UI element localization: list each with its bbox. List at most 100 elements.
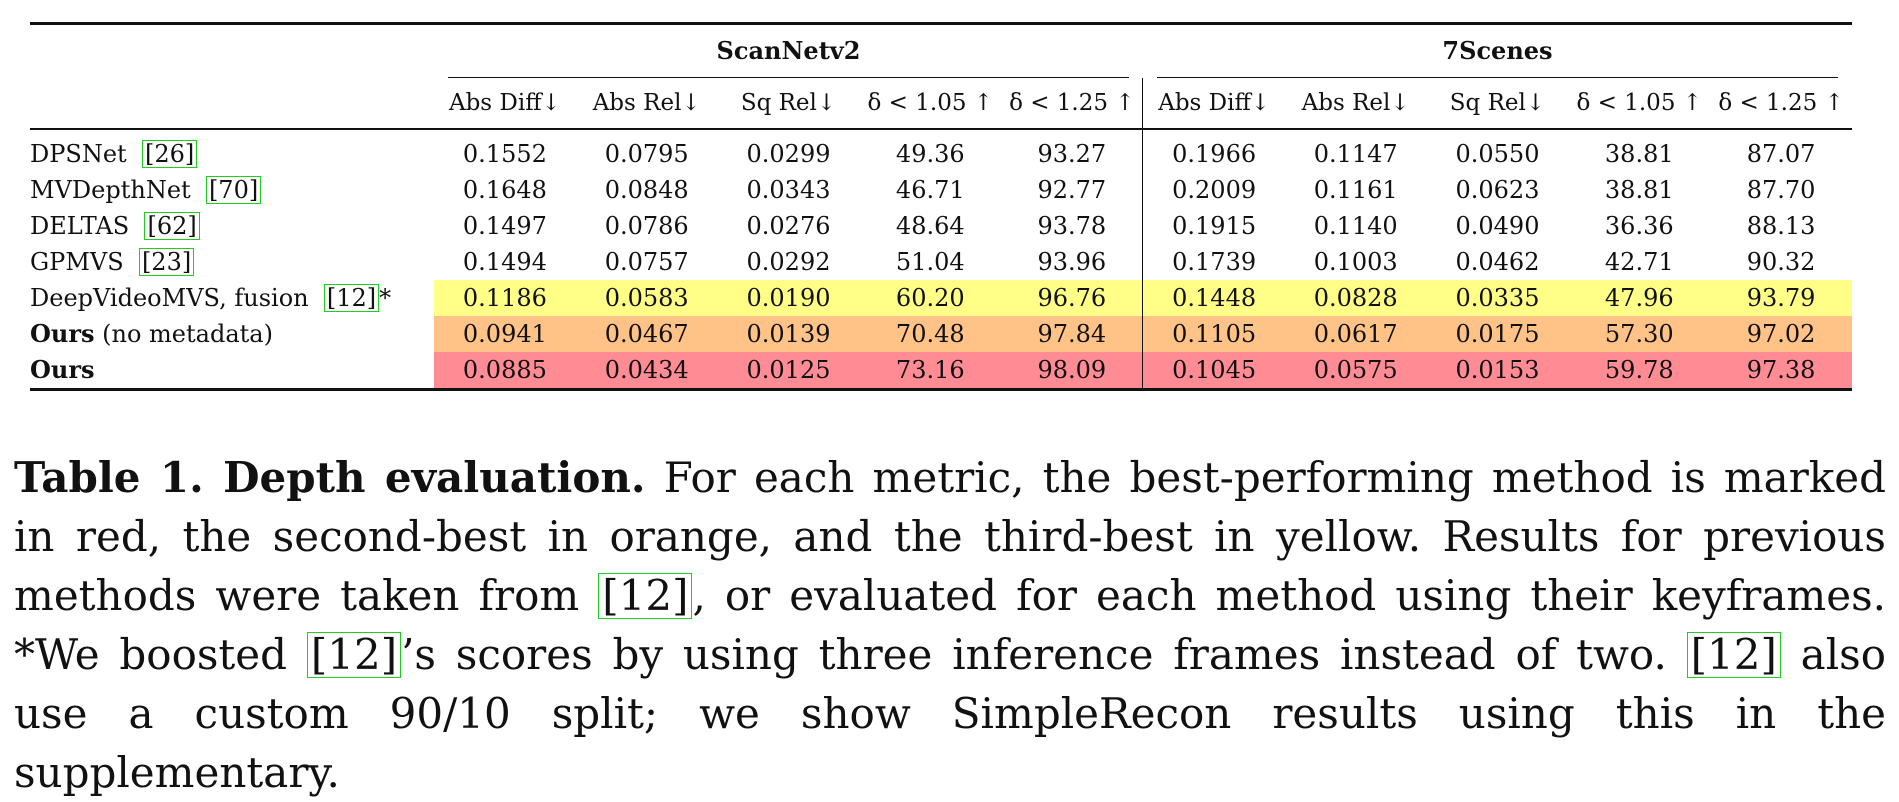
metric-value-cell: 0.1186 (434, 280, 576, 316)
group-header-row: ScanNetv2 7Scenes (30, 25, 1852, 77)
metric-value-cell: 59.78 (1568, 352, 1711, 390)
metric-value-cell: 97.02 (1710, 316, 1852, 352)
metric-value-cell: 87.07 (1746, 140, 1816, 168)
metric-value-cell: 0.0139 (717, 316, 860, 352)
metric-value-cell: 38.81 (1604, 140, 1674, 168)
caption-text: , or evaluated for each method using the… (14, 571, 1886, 679)
method-name: Ours (30, 319, 95, 348)
metric-value-cell: 0.0343 (746, 176, 831, 204)
metric-value-cell: 0.1648 (462, 176, 547, 204)
col-header-abs-diff: Abs Diff↓ (1158, 90, 1271, 116)
method-name: DELTAS (30, 212, 130, 240)
caption-title: Table 1. Depth evaluation. (14, 453, 646, 502)
metric-value-cell: 0.0292 (746, 248, 831, 276)
metric-value-cell: 92.77 (1001, 172, 1144, 208)
metric-value-cell: 0.0276 (746, 212, 831, 240)
method-name-cell: DPSNet [26] (30, 130, 434, 172)
table-row: DELTAS [62] 0.1497 0.0786 0.0276 48.64 93.78 0… (30, 208, 1852, 244)
col-header-sq-rel: Sq Rel↓ (1449, 90, 1546, 116)
metric-value-cell: 0.0575 (1284, 352, 1427, 390)
metric-value-cell: 88.13 (1746, 212, 1816, 240)
group-label-7scenes: 7Scenes (1442, 36, 1553, 65)
metric-value-cell: 0.0786 (604, 212, 689, 240)
method-name-cell: DELTAS [62] (30, 208, 434, 244)
citation-link[interactable]: [12] (1686, 632, 1781, 678)
group-label-scannetv2: ScanNetv2 (716, 36, 861, 65)
citation-link[interactable]: [12] (306, 632, 402, 678)
metric-value-cell: 93.79 (1710, 280, 1852, 316)
metric-value-cell: 0.1497 (462, 212, 547, 240)
col-header-delta-105: δ < 1.05 ↑ (867, 90, 994, 116)
metric-value-cell: 0.0125 (717, 352, 860, 390)
method-name: DeepVideoMVS, fusion (30, 284, 309, 312)
caption-text: For each metric, the best-performing met… (14, 453, 1886, 620)
method-name-cell: GPMVS [23] (30, 244, 434, 280)
table-caption: Table 1. Depth evaluation. For each metr… (14, 448, 1886, 802)
metric-value-cell: 0.0299 (746, 140, 831, 168)
metric-value-cell: 47.96 (1568, 280, 1711, 316)
citation-link[interactable]: [12] (323, 284, 380, 312)
metric-value-cell: 42.71 (1604, 248, 1674, 276)
col-header-sq-rel: Sq Rel↓ (740, 90, 837, 116)
metric-value-cell: 0.1161 (1313, 176, 1398, 204)
metric-value-cell: 87.70 (1746, 176, 1816, 204)
metric-value-cell: 0.1448 (1142, 280, 1285, 316)
metric-value-cell: 0.1915 (1172, 212, 1257, 240)
col-header-abs-diff: Abs Diff↓ (448, 90, 561, 116)
results-table-container: ScanNetv2 7Scenes Abs Diff↓ Abs Rel↓ Sq … (30, 22, 1852, 392)
metric-value-cell: 57.30 (1568, 316, 1711, 352)
method-name: Ours (30, 355, 95, 384)
citation-link[interactable]: [23] (138, 248, 195, 276)
col-header-delta-125: δ < 1.25 ↑ (1001, 78, 1144, 129)
metric-value-cell: 93.96 (1001, 244, 1144, 280)
method-name-cell: DeepVideoMVS, fusion [12] * (30, 280, 434, 316)
citation-link[interactable]: [12] (598, 573, 693, 619)
metric-value-cell: 0.0550 (1455, 140, 1540, 168)
citation-link[interactable]: [26] (141, 140, 198, 168)
depth-evaluation-table: ScanNetv2 7Scenes Abs Diff↓ Abs Rel↓ Sq … (30, 22, 1852, 392)
metric-value-cell: 97.84 (1001, 316, 1144, 352)
method-note: (no metadata) (94, 320, 273, 348)
metric-value-cell: 0.0757 (604, 248, 689, 276)
table-row: Ours (no metadata) 0.0941 0.0467 0.0139 70.4… (30, 316, 1852, 352)
table-row: DeepVideoMVS, fusion [12] * 0.1186 0.0583 0.… (30, 280, 1852, 316)
metric-value-cell: 49.36 (895, 140, 965, 168)
method-name: MVDepthNet (30, 176, 191, 204)
column-header-row: Abs Diff↓ Abs Rel↓ Sq Rel↓ δ < 1.05 ↑ δ … (30, 78, 1852, 129)
metric-value-cell: 0.0175 (1426, 316, 1569, 352)
metric-value-cell: 0.1140 (1313, 212, 1398, 240)
metric-value-cell: 73.16 (859, 352, 1002, 390)
metric-value-cell: 98.09 (1001, 352, 1144, 390)
metric-value-cell: 0.1739 (1172, 248, 1257, 276)
metric-value-cell: 0.0190 (717, 280, 860, 316)
metric-value-cell: 0.0583 (575, 280, 718, 316)
metric-value-cell: 36.36 (1604, 212, 1674, 240)
metric-value-cell: 0.0335 (1426, 280, 1569, 316)
footnote-marker: * (379, 284, 392, 312)
method-name-cell: Ours (30, 352, 434, 390)
citation-link[interactable]: [62] (144, 212, 200, 240)
metric-value-cell: 60.20 (859, 280, 1002, 316)
metric-value-cell: 0.0467 (575, 316, 718, 352)
metric-value-cell: 0.1105 (1142, 316, 1285, 352)
table-row: Ours 0.0885 0.0434 0.0125 73.16 98.09 0.1045 0.… (30, 352, 1852, 390)
metric-value-cell: 0.0828 (1284, 280, 1427, 316)
metric-value-cell: 51.04 (895, 248, 965, 276)
metric-value-cell: 70.48 (859, 316, 1002, 352)
metric-value-cell: 0.0434 (575, 352, 718, 390)
metric-value-cell: 0.1966 (1172, 140, 1257, 168)
metric-value-cell: 0.2009 (1172, 176, 1257, 204)
metric-value-cell: 97.38 (1710, 352, 1852, 390)
method-name: GPMVS (30, 248, 124, 276)
metric-value-cell: 93.78 (1001, 208, 1144, 244)
metric-value-cell: 0.1003 (1313, 248, 1398, 276)
metric-value-cell: 38.81 (1604, 176, 1674, 204)
metric-value-cell: 0.1552 (462, 140, 547, 168)
table-row: MVDepthNet [70] 0.1648 0.0848 0.0343 46.71 92… (30, 172, 1852, 208)
col-header-abs-rel: Abs Rel↓ (592, 90, 701, 116)
method-name-cell: MVDepthNet [70] (30, 172, 434, 208)
col-header-delta-125: δ < 1.25 ↑ (1718, 90, 1844, 116)
method-name-cell: Ours (no metadata) (30, 316, 434, 352)
metric-value-cell: 0.0617 (1284, 316, 1427, 352)
citation-link[interactable]: [70] (205, 176, 262, 204)
